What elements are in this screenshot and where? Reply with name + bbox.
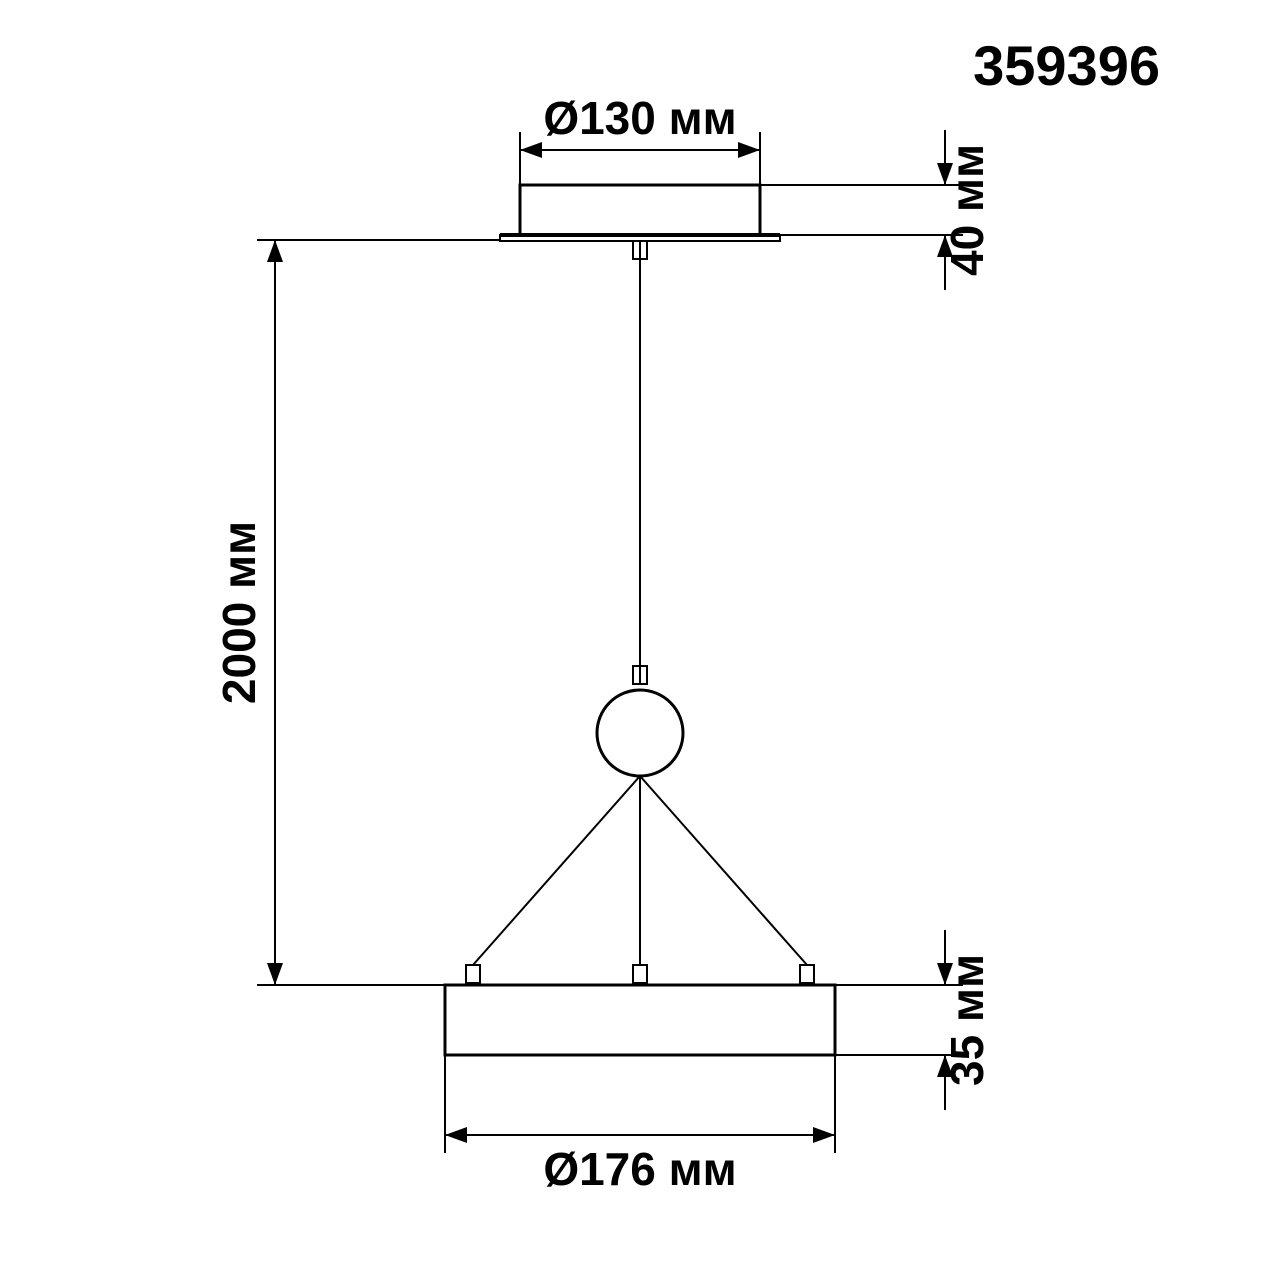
canopy-body [520, 185, 760, 235]
dimension-label: Ø176 мм [543, 1143, 736, 1195]
ball-joint [597, 690, 683, 776]
dimension-label: 40 мм [941, 144, 993, 276]
product-id: 359396 [973, 34, 1160, 97]
shade-body [445, 985, 835, 1055]
dimension-label: 2000 мм [213, 521, 265, 704]
dimension-label: 35 мм [941, 954, 993, 1086]
dimension-label: Ø130 мм [543, 92, 736, 144]
